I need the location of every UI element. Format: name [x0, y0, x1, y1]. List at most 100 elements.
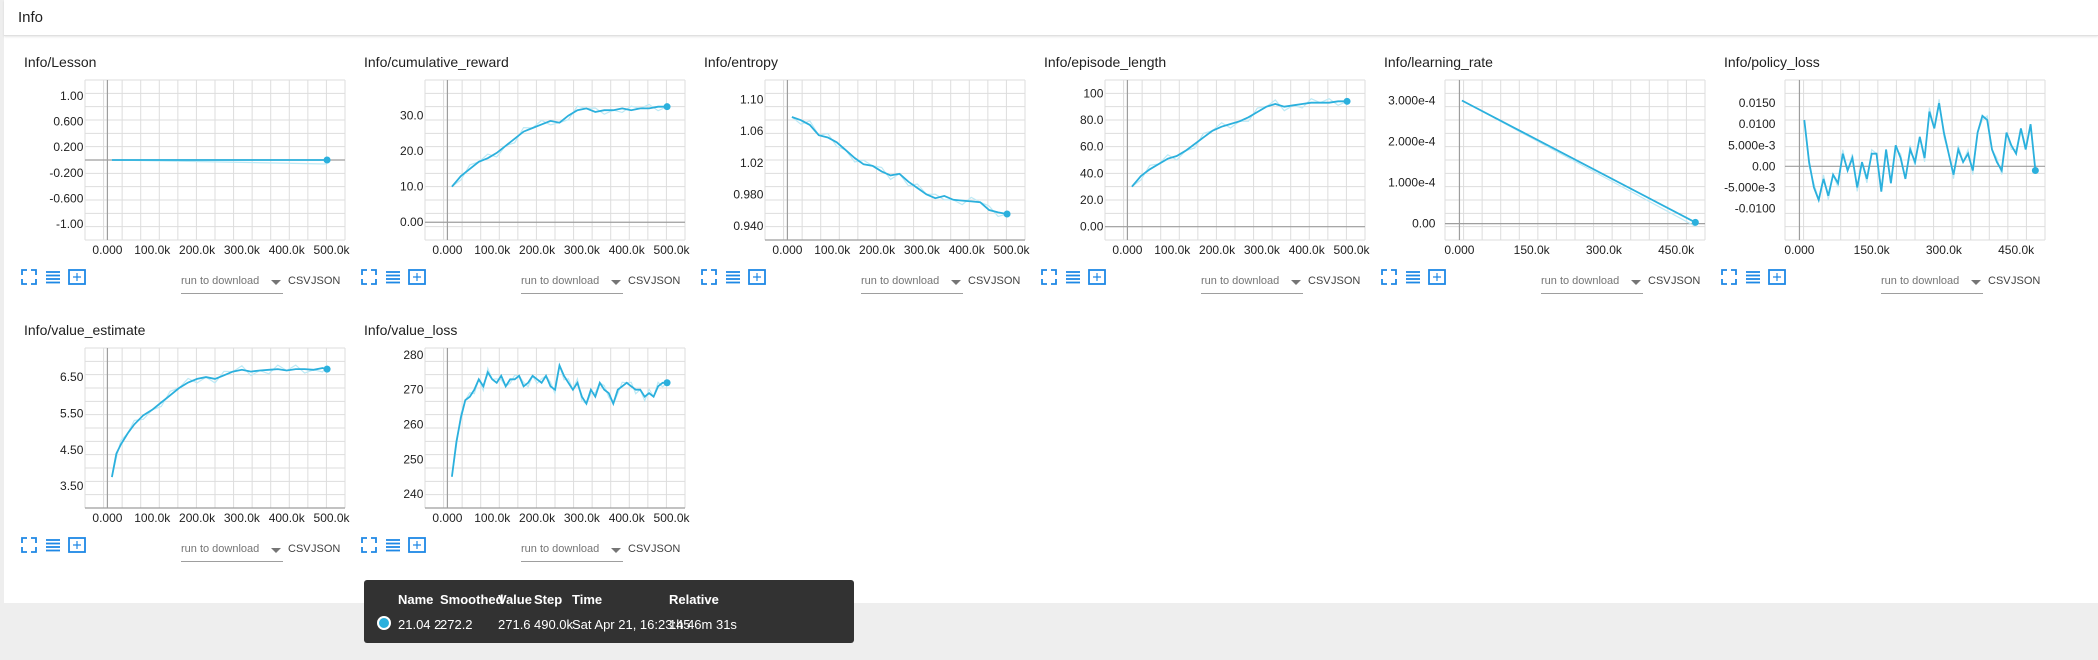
run-download-select[interactable]: run to download [1881, 275, 1983, 294]
download-json-link[interactable]: JSON [311, 543, 341, 555]
chart-plot[interactable]: 0.00 20.0 40.0 60.0 80.0 100 0.000 100.0k 200.0k… [1020, 46, 1371, 271]
chart-toolbar: run to download CSV JSON [1024, 46, 1364, 308]
y-tick-label: 6.50 [60, 370, 84, 384]
info-section-card: Info Info/Lesson 1.00 0.600 0.200 -0.200 -0.6… [4, 0, 2098, 603]
y-tick-label: 5.000e-3 [1728, 138, 1776, 152]
x-tick-label: 300.0k [224, 243, 261, 257]
gridlines [1104, 79, 1366, 241]
chart-plot[interactable]: 280 270 260 250 240 0.000 100.0k 200.0k 300.0k 40… [340, 314, 691, 539]
run-download-select[interactable]: run to download [521, 275, 623, 294]
expand-chart-icon[interactable] [406, 534, 428, 556]
log-scale-icon[interactable] [722, 266, 744, 288]
download-json-link[interactable]: JSON [651, 275, 681, 287]
y-tick-label: 0.980 [733, 187, 763, 201]
chart-plot[interactable]: 0.0150 0.0100 5.000e-3 0.00 -5.000e-3 -0.0100… [1700, 46, 2046, 271]
fit-domain-icon[interactable] [18, 534, 40, 556]
log-scale-icon[interactable] [42, 534, 64, 556]
x-tick-label: 150.0k [1854, 243, 1891, 257]
tooltip-relative: 1h 46m 31s [669, 617, 737, 632]
log-scale-icon[interactable] [1402, 266, 1424, 288]
log-scale-icon[interactable] [42, 266, 64, 288]
download-csv-link[interactable]: CSV [628, 543, 651, 555]
download-csv-link[interactable]: CSV [1308, 275, 1331, 287]
fit-domain-icon[interactable] [18, 266, 40, 288]
run-download-select[interactable]: run to download [181, 543, 283, 562]
log-scale-icon[interactable] [1742, 266, 1764, 288]
fit-domain-icon[interactable] [698, 266, 720, 288]
fit-domain-icon[interactable] [1378, 266, 1400, 288]
chart-title: Info/value_estimate [24, 322, 146, 338]
download-csv-link[interactable]: CSV [628, 275, 651, 287]
download-csv-link[interactable]: CSV [1648, 275, 1671, 287]
section-header[interactable]: Info [4, 0, 2098, 36]
download-json-link[interactable]: JSON [1671, 275, 1701, 287]
expand-chart-icon[interactable] [406, 266, 428, 288]
expand-chart-icon[interactable] [1086, 266, 1108, 288]
chart-plot[interactable]: 1.00 0.600 0.200 -0.200 -0.600 -1.00 0.000 100.… [0, 46, 351, 271]
series-line [1131, 100, 1348, 188]
log-scale-icon[interactable] [382, 534, 404, 556]
chart-title: Info/Lesson [24, 54, 97, 70]
download-csv-link[interactable]: CSV [968, 275, 991, 287]
x-tick-label: 400.0k [609, 511, 646, 525]
series-end-point [1691, 218, 1699, 226]
fit-domain-icon[interactable] [1718, 266, 1740, 288]
y-tick-label: 270 [403, 383, 423, 397]
chart-plot[interactable]: 6.50 5.50 4.50 3.50 0.000 100.0k 200.0k 300.0k 4… [0, 314, 351, 539]
run-download-select[interactable]: run to download [861, 275, 963, 294]
x-tick-label: 100.0k [134, 243, 171, 257]
download-csv-link[interactable]: CSV [1988, 275, 2011, 287]
x-tick-label: 200.0k [519, 511, 556, 525]
y-tick-label: 100 [1083, 86, 1103, 100]
chart-plot[interactable]: 0.00 1.000e-4 2.000e-4 3.000e-4 0.000 150.0k 3… [1360, 46, 1706, 271]
series-end-point [323, 156, 331, 164]
chart-plot[interactable]: 0.00 10.0 20.0 30.0 0.000 100.0k 200.0k 300.0k 4… [340, 46, 691, 271]
run-download-select[interactable]: run to download [1201, 275, 1303, 294]
x-tick-label: 0.000 [1444, 243, 1474, 257]
tooltip-header-step: Step [534, 592, 563, 607]
y-tick-label: -0.600 [49, 191, 83, 205]
download-csv-link[interactable]: CSV [288, 543, 311, 555]
download-json-link[interactable]: JSON [991, 275, 1021, 287]
chevron-down-icon [611, 280, 621, 285]
y-tick-label: 5.50 [60, 406, 84, 420]
run-select-label: run to download [181, 543, 260, 555]
x-tick-label: 0.000 [92, 511, 122, 525]
expand-chart-icon[interactable] [66, 266, 88, 288]
x-tick-label: 200.0k [179, 243, 216, 257]
fit-domain-icon[interactable] [358, 534, 380, 556]
expand-chart-icon[interactable] [1426, 266, 1448, 288]
y-tick-label: 0.00 [1080, 220, 1104, 234]
y-tick-label: 40.0 [1080, 166, 1104, 180]
y-tick-label: 80.0 [1080, 113, 1104, 127]
run-download-select[interactable]: run to download [181, 275, 283, 294]
chart-toolbar: run to download CSV JSON [684, 46, 1024, 308]
run-download-select[interactable]: run to download [521, 543, 623, 562]
fit-domain-icon[interactable] [358, 266, 380, 288]
log-scale-icon[interactable] [1062, 266, 1084, 288]
fit-domain-icon[interactable] [1038, 266, 1060, 288]
download-json-link[interactable]: JSON [1331, 275, 1361, 287]
x-tick-label: 100.0k [814, 243, 851, 257]
download-csv-link[interactable]: CSV [288, 275, 311, 287]
tooltip-header-relative: Relative [669, 592, 719, 607]
chart-plot[interactable]: 1.10 1.06 1.02 0.980 0.940 0.000 100.0k 200.0k 3… [680, 46, 1031, 271]
chart-card: Info/episode_length 0.00 20.0 40.0 60.0 80.0 1… [1024, 46, 1371, 308]
download-json-link[interactable]: JSON [311, 275, 341, 287]
x-tick-label: 100.0k [474, 243, 511, 257]
chart-card: Info/policy_loss 0.0150 0.0100 5.000e-3 0.00… [1704, 46, 2046, 308]
y-tick-label: 0.200 [53, 140, 83, 154]
download-json-link[interactable]: JSON [651, 543, 681, 555]
run-download-select[interactable]: run to download [1541, 275, 1643, 294]
gridlines [84, 347, 346, 509]
y-tick-label: 1.00 [60, 89, 84, 103]
run-select-label: run to download [181, 275, 260, 287]
tooltip-run-name: 21.04 2 [398, 617, 442, 632]
expand-chart-icon[interactable] [746, 266, 768, 288]
download-json-link[interactable]: JSON [2011, 275, 2041, 287]
expand-chart-icon[interactable] [1766, 266, 1788, 288]
tooltip-time: Sat Apr 21, 16:23:45 [572, 617, 691, 632]
expand-chart-icon[interactable] [66, 534, 88, 556]
log-scale-icon[interactable] [382, 266, 404, 288]
chart-card: Info/learning_rate 0.00 1.000e-4 2.000e-4 3.… [1364, 46, 1706, 308]
